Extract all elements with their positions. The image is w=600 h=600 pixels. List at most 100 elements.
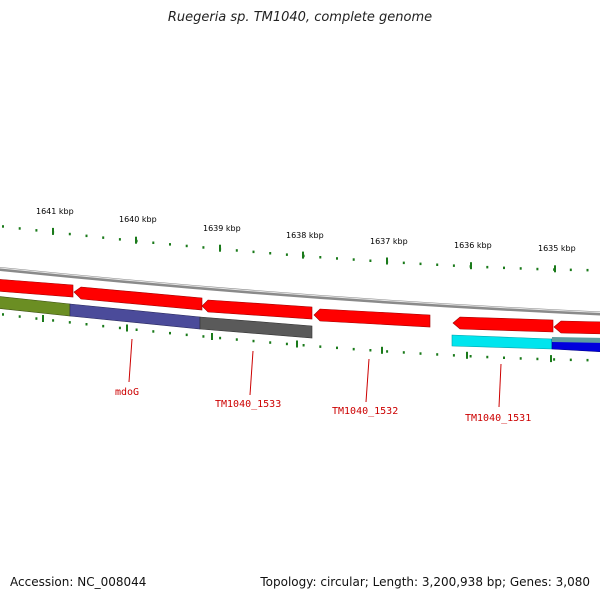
tick-minor [35,229,38,232]
leader-line [365,358,370,403]
tick-minor [269,252,272,255]
gene-arrow[interactable] [201,299,313,320]
gene-label-TM1040_1531[interactable]: TM1040_1531 [465,413,531,424]
tick-minor [35,317,38,320]
tick-minor [419,262,422,266]
tick-minor [135,328,138,331]
tick-minor [152,330,155,333]
tick-major [302,251,304,259]
tick-minor [452,354,455,357]
tick-minor [52,319,55,322]
tick-major [381,346,383,354]
tick-major [219,244,221,252]
gene-arrow[interactable] [0,279,74,298]
gene-block-TM1040_1533[interactable] [199,316,313,339]
tick-major [466,351,468,359]
tick-minor [436,353,439,356]
lower-ruler [2,313,589,363]
tick-minor [402,351,405,354]
tick-minor [185,333,188,337]
kbp-label: 1640 kbp [119,215,157,224]
page-title: Ruegeria sp. TM1040, complete genome [167,10,433,25]
genome-backbone [0,267,600,316]
accession-label: Accession: NC_008044 [10,575,147,589]
tick-minor [469,355,472,358]
tick-minor [419,352,422,355]
tick-minor [369,259,372,262]
tick-minor [118,326,121,330]
tick-minor [386,350,389,353]
kbp-label: 1637 kbp [370,237,408,246]
tick-minor [569,358,572,362]
tick-major [42,315,44,322]
tick-minor [503,356,505,359]
tick-minor [235,249,238,252]
tick-minor [2,225,4,228]
tick-minor [319,345,322,348]
tick-minor [436,263,439,266]
tick-minor [235,338,238,341]
tick-minor [169,331,171,335]
kbp-label: 1636 kbp [454,241,492,250]
tick-minor [252,339,255,343]
upper-ruler [2,225,589,273]
tick-minor [402,261,405,265]
leader-line [249,350,254,396]
kbp-label: 1638 kbp [286,231,324,240]
tick-major [126,324,128,332]
kbp-label: 1641 kbp [36,207,74,216]
tick-major [386,257,388,265]
tick-minor [336,257,338,260]
tick-minor [219,336,222,340]
tick-major [211,333,213,340]
forward-strand [0,279,600,335]
tick-minor [252,250,255,254]
gene-arrow[interactable] [553,320,600,335]
tick-minor [302,344,305,347]
tick-minor [185,244,188,248]
tick-major [52,227,54,235]
gene-arrow[interactable] [73,286,203,311]
leader-line [128,338,133,383]
gene-arrow[interactable] [313,308,431,328]
tick-minor [352,347,355,351]
tick-minor [285,253,288,256]
tick-minor [319,256,322,259]
kbp-label: 1639 kbp [203,224,241,233]
tick-minor [118,238,121,241]
genome-backbone-highlight [0,267,600,314]
tick-minor [18,227,21,230]
tick-minor [68,232,71,236]
gene-label-TM1040_1532[interactable]: TM1040_1532 [332,406,398,417]
gene-block-green[interactable] [0,296,71,317]
tick-minor [569,268,572,272]
gene-label-mdoG[interactable]: mdoG [115,387,139,398]
reverse-strand [0,296,600,353]
tick-minor [68,321,71,324]
tick-minor [85,323,88,326]
tick-minor [336,346,338,350]
gene-arrow[interactable] [452,316,554,333]
tick-minor [269,341,272,344]
tick-major [550,355,552,363]
genome-summary: Topology: circular; Length: 3,200,938 bp… [260,575,590,589]
tick-major [296,340,298,348]
label-leaders [128,338,502,408]
tick-minor [486,265,489,269]
kbp-label: 1635 kbp [538,244,576,253]
tick-minor [586,268,589,272]
tick-minor [503,266,505,270]
tick-minor [102,324,105,328]
leader-line [498,363,502,408]
gene-block-teal [552,337,600,343]
tick-minor [18,315,21,318]
tick-minor [85,234,88,238]
tick-minor [586,358,589,362]
tick-minor [169,243,171,246]
tick-minor [519,267,522,270]
tick-major [135,236,137,244]
gene-label-TM1040_1533[interactable]: TM1040_1533 [215,399,281,410]
tick-minor [536,357,539,361]
gene-block-TM1040_1531[interactable] [451,334,553,350]
